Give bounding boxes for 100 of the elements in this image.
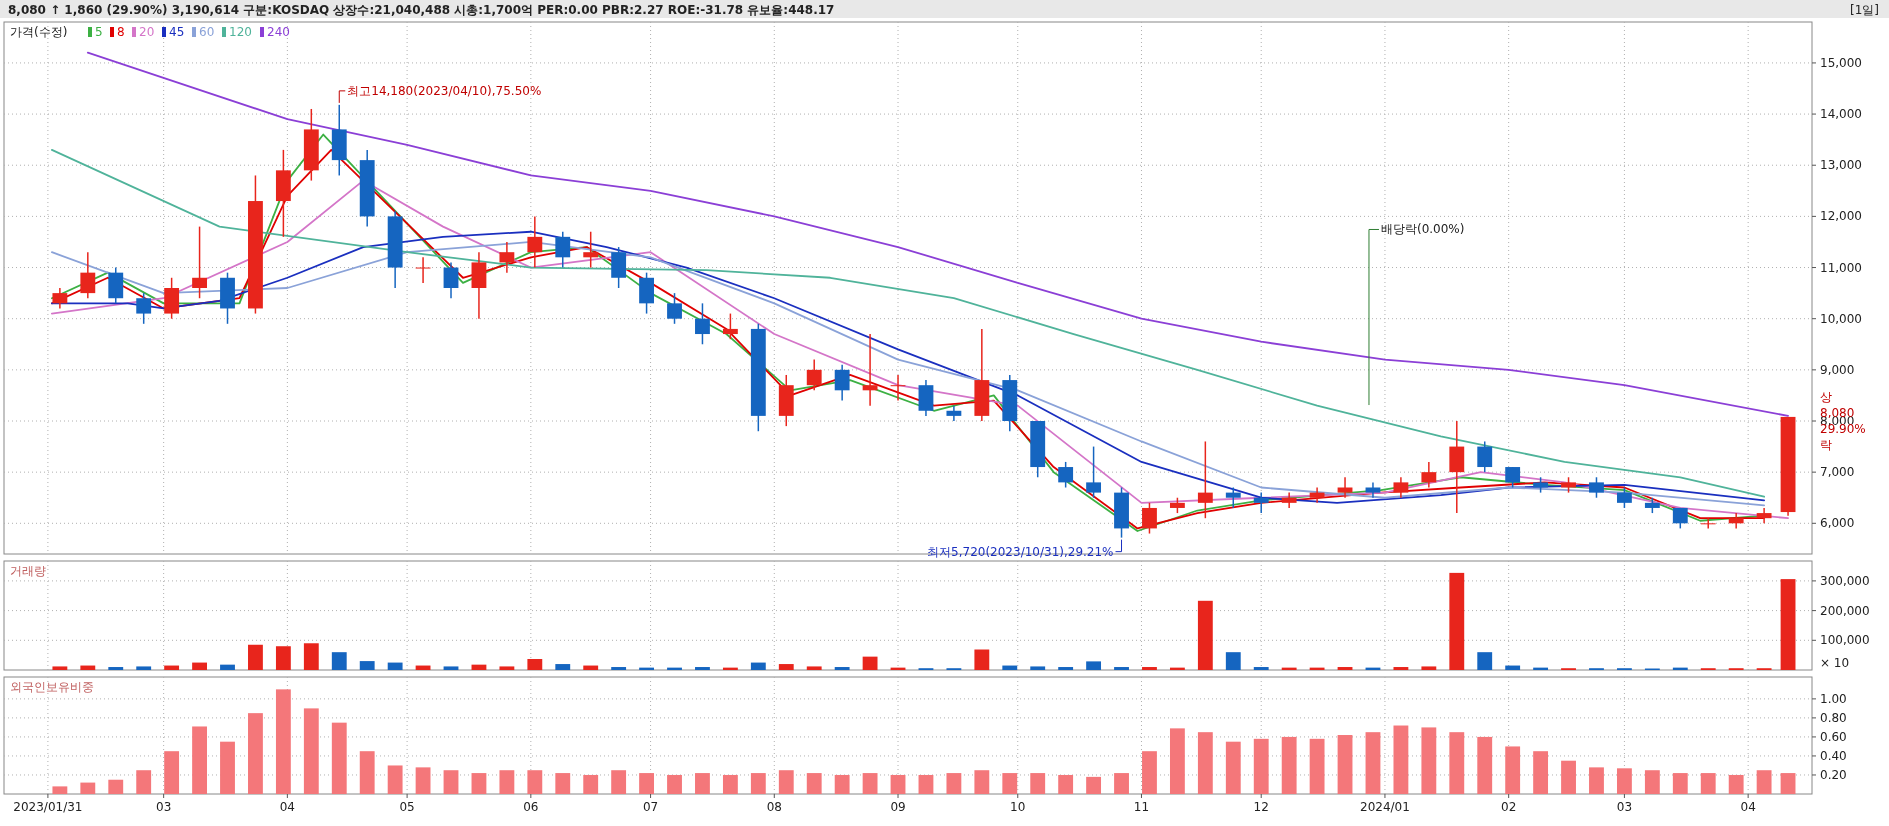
bar — [1589, 767, 1604, 794]
bar — [1030, 773, 1046, 794]
legend-title: 가격(수정) — [10, 25, 68, 39]
bar — [1030, 666, 1046, 670]
bar — [834, 667, 850, 670]
bar — [108, 779, 124, 794]
candlestick — [1225, 486, 1241, 509]
candlestick — [52, 287, 68, 310]
bar — [527, 659, 543, 670]
bar — [583, 665, 599, 670]
bar — [1086, 661, 1102, 670]
y-tick-label: 100,000 — [1820, 633, 1870, 648]
bar — [52, 666, 68, 670]
y-tick-label: 0.60 — [1820, 729, 1847, 744]
y-tick-label: 12,000 — [1820, 209, 1862, 224]
candlestick — [1253, 491, 1269, 514]
bar — [1225, 652, 1241, 670]
bar — [639, 773, 654, 794]
bar — [1616, 768, 1632, 794]
bar — [1002, 773, 1018, 794]
bar — [1197, 600, 1213, 670]
x-tick-label: 03 — [156, 800, 172, 814]
bar — [331, 722, 347, 794]
y-tick-label: 0.80 — [1820, 710, 1847, 725]
chart-title: 거래량 — [10, 564, 46, 578]
y-tick-label: 6,000 — [1820, 516, 1855, 531]
bar — [974, 770, 990, 794]
y-tick-label: 10,000 — [1820, 311, 1862, 326]
candlestick — [1058, 461, 1074, 489]
bar — [1086, 776, 1102, 794]
bar — [387, 662, 403, 670]
bar — [164, 751, 180, 794]
y-tick-label: 1.00 — [1820, 691, 1847, 706]
bar — [862, 656, 878, 670]
bar — [611, 770, 627, 794]
text: 락 — [1820, 437, 1832, 452]
bar — [1253, 667, 1269, 670]
x-tick-label: 10 — [1010, 800, 1026, 814]
y-tick-label: 13,000 — [1820, 158, 1862, 173]
bar — [778, 664, 794, 670]
x-tick-label: 08 — [766, 800, 782, 814]
bar — [499, 770, 515, 794]
bar — [1780, 579, 1796, 670]
candlestick — [667, 292, 682, 325]
candlestick — [1616, 486, 1632, 509]
candlestick — [806, 358, 822, 392]
bar — [303, 708, 319, 794]
bar — [248, 644, 263, 670]
candlestick — [1421, 461, 1437, 489]
bar — [1142, 751, 1157, 794]
x-tick-label: 05 — [399, 800, 415, 814]
bar — [806, 773, 822, 794]
bar — [834, 774, 850, 794]
bar — [220, 741, 235, 794]
bar — [136, 666, 152, 670]
ref-line-label: 배당락(0.00%) — [1380, 222, 1465, 237]
bar — [136, 770, 152, 794]
bar — [1058, 774, 1074, 794]
bar — [275, 646, 291, 670]
bar — [806, 666, 822, 670]
legend-label: 45 — [169, 25, 185, 39]
candlestick — [1393, 476, 1409, 499]
candlestick — [1505, 466, 1521, 489]
bar — [890, 774, 906, 794]
bar — [695, 667, 710, 670]
x-tick-label: 06 — [523, 800, 539, 814]
bar — [80, 665, 96, 670]
candlestick — [1197, 440, 1213, 519]
legend-label: 8 — [117, 25, 125, 39]
bar — [918, 774, 934, 794]
bar — [1505, 746, 1521, 794]
candlestick — [834, 363, 850, 402]
bar — [1780, 773, 1796, 794]
bar — [443, 666, 459, 670]
bar — [359, 751, 375, 794]
candlestick — [443, 261, 459, 299]
chart-title: 외국인보유비중 — [10, 680, 94, 694]
candlestick — [1365, 481, 1381, 499]
bar — [695, 773, 710, 794]
bar — [387, 765, 403, 794]
bar — [1672, 773, 1688, 794]
bar — [778, 770, 794, 794]
y-tick-label: 300,000 — [1820, 573, 1870, 588]
bar — [611, 667, 627, 670]
candlestick — [1589, 476, 1604, 499]
bar — [1700, 773, 1716, 794]
candlestick — [80, 251, 96, 299]
bar — [1337, 667, 1353, 670]
line-series — [86, 51, 1789, 417]
candlestick — [695, 302, 710, 346]
bar — [1393, 725, 1409, 794]
bar — [555, 664, 571, 670]
candlestick — [862, 333, 878, 407]
bar — [722, 774, 738, 794]
candlestick — [1337, 476, 1353, 499]
y-tick-label: 11,000 — [1820, 260, 1862, 275]
bar — [1421, 666, 1437, 670]
x-tick-label: 07 — [642, 800, 659, 814]
y-tick-label: 0.20 — [1820, 767, 1847, 782]
x-tick-label: 04 — [279, 800, 296, 814]
